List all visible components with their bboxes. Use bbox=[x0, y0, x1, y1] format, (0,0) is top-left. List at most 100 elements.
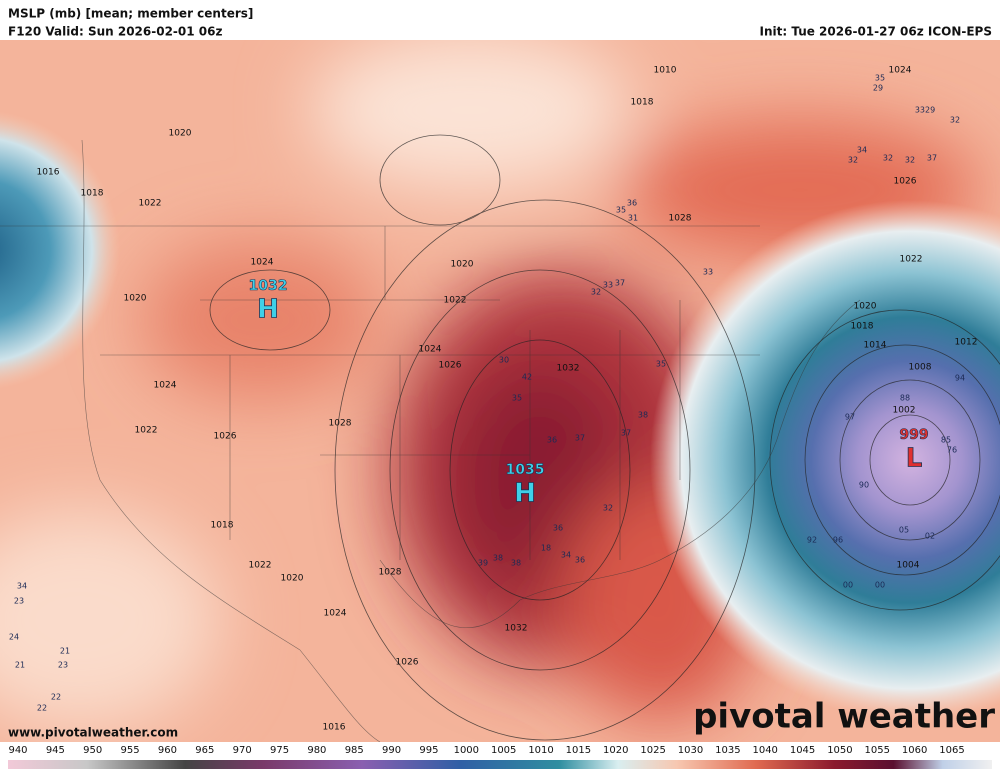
member-center: 35 bbox=[616, 206, 626, 215]
map bbox=[0, 40, 1000, 742]
member-center: 37 bbox=[927, 154, 937, 163]
isobar-label: 1020 bbox=[451, 260, 474, 270]
member-center: 37 bbox=[615, 279, 625, 288]
center-letter: H bbox=[514, 479, 536, 509]
isobar-label: 1014 bbox=[864, 341, 887, 351]
member-center: 34 bbox=[17, 582, 27, 591]
colorbar-label: 990 bbox=[382, 745, 401, 756]
isobar-label: 1022 bbox=[135, 426, 158, 436]
colorbar-label: 975 bbox=[270, 745, 289, 756]
init-time: Init: Tue 2026-01-27 06z ICON-EPS bbox=[760, 25, 993, 39]
member-center: 21 bbox=[60, 647, 70, 656]
member-center: 33 bbox=[703, 268, 713, 277]
isobar-label: 1024 bbox=[419, 345, 442, 355]
member-center: 38 bbox=[511, 559, 521, 568]
isobar-label: 1032 bbox=[557, 364, 580, 374]
isobar-label: 1028 bbox=[379, 568, 402, 578]
colorbar-label: 1045 bbox=[790, 745, 815, 756]
colorbar-label: 1060 bbox=[902, 745, 927, 756]
member-center: 34 bbox=[561, 551, 571, 560]
colorbar-label: 1025 bbox=[640, 745, 665, 756]
member-center: 33 bbox=[603, 281, 613, 290]
isobar-label: 1008 bbox=[909, 363, 932, 373]
center-value: 1032 bbox=[249, 278, 288, 294]
map-labels: 1024 1018 1020 1016 1018 1022 1026 1028 1024 1020… bbox=[9, 66, 978, 733]
isobar-label: 1020 bbox=[124, 294, 147, 304]
member-center: 32 bbox=[603, 504, 613, 513]
center-value: 999 bbox=[899, 427, 928, 443]
colorbar bbox=[8, 760, 992, 769]
isobar-label: 1024 bbox=[251, 258, 274, 268]
member-center: 32 bbox=[591, 288, 601, 297]
member-center: 35 bbox=[656, 360, 666, 369]
isobar-label: 1032 bbox=[505, 624, 528, 634]
center-letter: H bbox=[257, 295, 279, 325]
member-center: 22 bbox=[51, 693, 61, 702]
colorbar-label: 965 bbox=[195, 745, 214, 756]
colorbar-label: 1005 bbox=[491, 745, 516, 756]
member-center: 38 bbox=[638, 411, 648, 420]
center-letter: L bbox=[906, 444, 923, 474]
isobar-label: 1012 bbox=[955, 338, 978, 348]
isobar-label: 1022 bbox=[139, 199, 162, 209]
member-center: 32 bbox=[905, 156, 915, 165]
member-center: 30 bbox=[499, 356, 509, 365]
colorbar-label: 950 bbox=[83, 745, 102, 756]
colorbar-label: 1065 bbox=[939, 745, 964, 756]
isobar-label: 1010 bbox=[654, 66, 677, 76]
isobar-label: 1024 bbox=[154, 381, 177, 391]
watermark: pivotal weather bbox=[693, 697, 995, 737]
title: MSLP (mb) [mean; member centers] bbox=[8, 7, 253, 21]
member-center: 22 bbox=[37, 704, 47, 713]
isobar-label: 1026 bbox=[439, 361, 462, 371]
colorbar-label: 985 bbox=[345, 745, 364, 756]
colorbar-label: 1035 bbox=[715, 745, 740, 756]
isobar-label: 1004 bbox=[897, 561, 920, 571]
member-center: 29 bbox=[873, 84, 883, 93]
colorbar-label: 960 bbox=[158, 745, 177, 756]
colorbar-label: 1050 bbox=[827, 745, 852, 756]
member-center: 31 bbox=[628, 214, 638, 223]
isobar-label: 1028 bbox=[329, 419, 352, 429]
isobar-label: 1020 bbox=[854, 302, 877, 312]
member-center: 36 bbox=[627, 199, 637, 208]
isobar-label: 1024 bbox=[324, 609, 347, 619]
member-center: 23 bbox=[14, 597, 24, 606]
colorbar-label: 955 bbox=[121, 745, 140, 756]
member-center: 21 bbox=[15, 661, 25, 670]
isobar-label: 1018 bbox=[851, 322, 874, 332]
isobar-label: 1026 bbox=[894, 177, 917, 187]
member-center: 3329 bbox=[915, 106, 935, 115]
url: www.pivotalweather.com bbox=[8, 726, 178, 740]
member-center: 90 bbox=[859, 481, 869, 490]
colorbar-label: 1010 bbox=[528, 745, 553, 756]
isobar-label: 1022 bbox=[900, 255, 923, 265]
member-center: 05 bbox=[899, 526, 909, 535]
member-center: 97 bbox=[845, 413, 855, 422]
member-center: 00 bbox=[875, 581, 885, 590]
colorbar-label: 1030 bbox=[678, 745, 703, 756]
colorbar-label: 1040 bbox=[752, 745, 777, 756]
isobar-label: 1026 bbox=[396, 658, 419, 668]
member-center: 18 bbox=[541, 544, 551, 553]
member-center: 37 bbox=[575, 434, 585, 443]
member-center: 39 bbox=[478, 559, 488, 568]
isobar-label: 1026 bbox=[214, 432, 237, 442]
isobar-label: 1028 bbox=[669, 214, 692, 224]
member-center: 32 bbox=[950, 116, 960, 125]
member-center: 76 bbox=[947, 446, 957, 455]
member-center: 96 bbox=[833, 536, 843, 545]
isobar-label: 1020 bbox=[169, 129, 192, 139]
colorbar-ticks: 940 945 950 955 960 965 970 975 980 985 990 995 1000… bbox=[8, 745, 964, 756]
isobar-label: 1024 bbox=[889, 66, 912, 76]
colorbar-label: 970 bbox=[233, 745, 252, 756]
member-center: 02 bbox=[925, 532, 935, 541]
member-center: 32 bbox=[848, 156, 858, 165]
colorbar-label: 995 bbox=[419, 745, 438, 756]
colorbar-label: 1000 bbox=[454, 745, 479, 756]
member-center: 32 bbox=[883, 154, 893, 163]
isobar-label: 1022 bbox=[444, 296, 467, 306]
member-center: 85 bbox=[941, 436, 951, 445]
member-center: 94 bbox=[955, 374, 965, 383]
